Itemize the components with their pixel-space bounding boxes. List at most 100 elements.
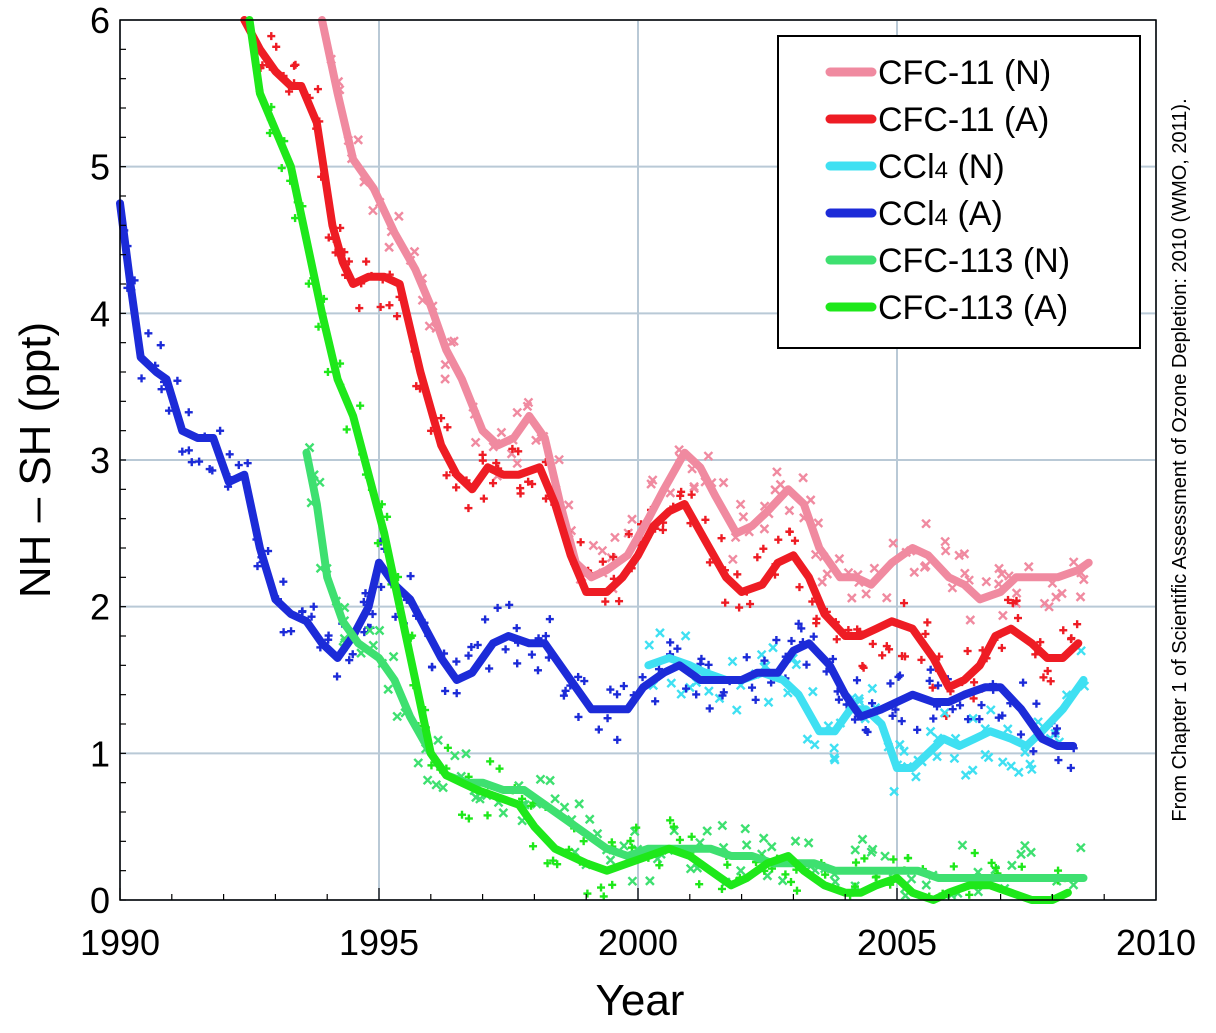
ccl4-n-marker [731,705,742,715]
ccl4-a-marker [975,715,984,724]
ccl4-n-marker [1026,764,1037,775]
cfc-113-a-marker [669,822,678,831]
ccl4-a-marker [493,603,502,612]
cfc-11-n-marker [1075,592,1086,602]
cfc-11-a-marker [676,491,685,500]
cfc-11-a-marker [443,423,452,432]
cfc-113-a-marker [495,764,504,773]
ccl4-a-marker [187,458,196,467]
x-tick-label: 2005 [857,922,937,963]
cfc-11-a-marker [687,490,696,499]
cfc-113-a-marker [543,859,552,868]
y-tick-label: 2 [90,587,110,628]
cfc-11-n-marker [1044,601,1054,612]
ccl4-n-marker [727,656,738,667]
ccl4-a-marker [772,636,781,645]
cfc-113-a-marker [529,842,538,851]
ccl4-a-marker [184,408,193,417]
axis-ticks: 1990 1995 2000 2005 2010 0 1 2 3 4 5 6 [80,0,1196,963]
cfc-11-a-marker [291,60,300,69]
ccl4-a-marker [913,725,922,734]
ccl4-a-marker [809,632,818,641]
cfc-11-a-marker [969,694,978,703]
cfc-113-a-marker [781,870,790,879]
cfc-11-a-marker [774,535,783,544]
ccl4-a-marker [1029,747,1038,756]
cfc-113-a-marker [889,855,898,864]
ccl4-a-marker [886,679,895,688]
y-axis-label: NH – SH (ppt) [11,322,60,598]
cfc-113-n-marker [906,874,917,884]
ccl4-n-marker [655,627,665,638]
cfc-11-a-marker [717,534,726,543]
cfc-11-n-marker [627,514,637,525]
cfc-11-a-marker [721,598,730,607]
cfc-113-n-marker [758,833,769,844]
cfc-113-a-marker [695,880,704,889]
cfc-113-n-marker [550,793,560,804]
cfc-113-a-marker [427,761,436,770]
ccl4-a-marker [144,329,153,338]
ccl4-a-marker [298,607,307,616]
cfc-113-n-marker [450,750,460,761]
cfc-11-a-marker [478,456,487,465]
ccl4-a-marker [797,624,806,633]
ccl4-n-marker [967,765,978,776]
cfc-11-a-marker [963,647,972,656]
cfc-11-n-marker [994,563,1004,574]
ccl4-n-marker [899,746,909,757]
cfc-113-n-marker [850,845,861,855]
ccl4-a-marker [234,461,243,470]
ccl4-a-marker [137,374,146,383]
cfc-11-a-marker [376,302,385,311]
cfc-11-a-marker [923,618,932,627]
cfc-11-n-marker [368,205,378,216]
ccl4-a-marker [802,660,811,669]
cfc-11-a-marker [795,583,804,592]
cfc-11-n-marker [965,615,976,625]
cfc-113-n-marker [717,820,728,831]
cfc-113-n-marker [574,799,585,809]
ccl4-a-marker [673,644,682,653]
ccl4-a-marker [1032,699,1041,708]
cfc-11-a-marker [701,515,710,524]
cfc-11-n-marker [770,485,780,495]
cfc-113-n-marker [619,841,629,851]
ccl4-a-marker [666,638,675,647]
cfc-11-n-marker [784,505,795,516]
cfc-113-a-marker [903,854,912,863]
ccl4-n-marker [932,751,942,762]
cfc-11-a-marker [746,600,755,609]
ccl4-a-marker [925,676,934,685]
cfc-113-n-marker [867,844,878,855]
ccl4-a-marker [505,600,514,609]
cfc-11-n-marker [424,321,435,331]
ccl4-a-marker [216,426,225,435]
cfc-113-n-marker [413,758,424,768]
cfc-11-a-marker [832,635,841,644]
cfc-11-n-marker [1051,592,1061,602]
cfc-11-a-marker [336,223,345,232]
ccl4-a-marker [787,636,796,645]
y-tick-label: 6 [90,0,110,41]
cfc-11-n-marker [394,211,404,222]
ccl4-a-marker [406,572,415,581]
ccl4-a-marker [464,651,473,660]
legend-label-ccl4-a: CCl4 (A) [878,195,1003,233]
cfc-11-a-marker [1013,614,1022,623]
ccl4-n-marker [854,696,865,707]
cfc-113-a-marker [549,856,558,865]
ccl4-a-marker [377,582,386,591]
ccl4-a-marker [279,577,288,586]
cfc-113-n-marker [669,825,680,836]
legend-box [777,35,1141,349]
cfc-11-n-marker [563,500,574,510]
cfc-113-a-marker [1054,866,1063,875]
cfc-11-a-marker [313,85,322,94]
ccl4-a-marker [533,666,542,675]
cfc-113-a-marker [723,860,732,869]
ccl4-a-marker [1054,756,1063,765]
cfc-11-n-marker [947,582,958,593]
cfc-11-a-marker [1004,595,1013,604]
ccl4-a-marker [1053,724,1062,733]
